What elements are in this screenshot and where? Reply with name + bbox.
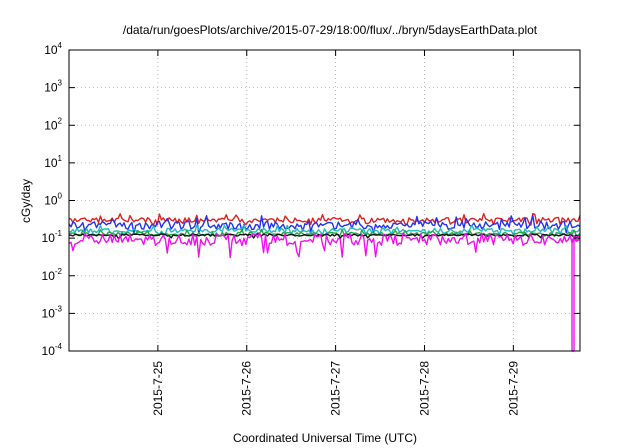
- x-tick-label: 2015-7-29: [506, 361, 520, 416]
- y-tick-label: 104: [44, 41, 62, 57]
- x-tick-label: 2015-7-25: [151, 361, 165, 416]
- y-tick-label: 101: [44, 154, 62, 170]
- x-tick-label: 2015-7-27: [329, 361, 343, 416]
- series-line-1: [68, 214, 581, 235]
- y-tick-label: 102: [44, 116, 62, 132]
- x-axis: 2015-7-25 2015-7-26 2015-7-27 2015-7-28 2015…: [151, 50, 520, 416]
- y-tick-label: 100: [44, 192, 62, 208]
- x-axis-label: Coordinated Universal Time (UTC): [233, 431, 417, 445]
- x-tick-label: 2015-7-26: [240, 361, 254, 416]
- series-line-5: [68, 232, 581, 352]
- y-axis: 10-4 10-3 10-2 10-1 100 101 102 103 104: [42, 41, 580, 358]
- y-tick-label: 10-3: [42, 304, 63, 320]
- data-series: [68, 212, 581, 352]
- chart-title: /data/run/goesPlots/archive/2015-07-29/1…: [123, 23, 538, 37]
- y-axis-label: cGy/day: [19, 179, 33, 223]
- gridlines: [69, 50, 580, 351]
- series-line-2: [69, 224, 581, 236]
- x-tick-label: 2015-7-28: [417, 361, 431, 416]
- y-tick-label: 10-1: [42, 229, 63, 245]
- y-tick-label: 103: [44, 79, 62, 95]
- y-tick-label: 10-4: [42, 342, 63, 358]
- series-line-0: [68, 212, 581, 226]
- y-tick-label: 10-2: [42, 267, 63, 283]
